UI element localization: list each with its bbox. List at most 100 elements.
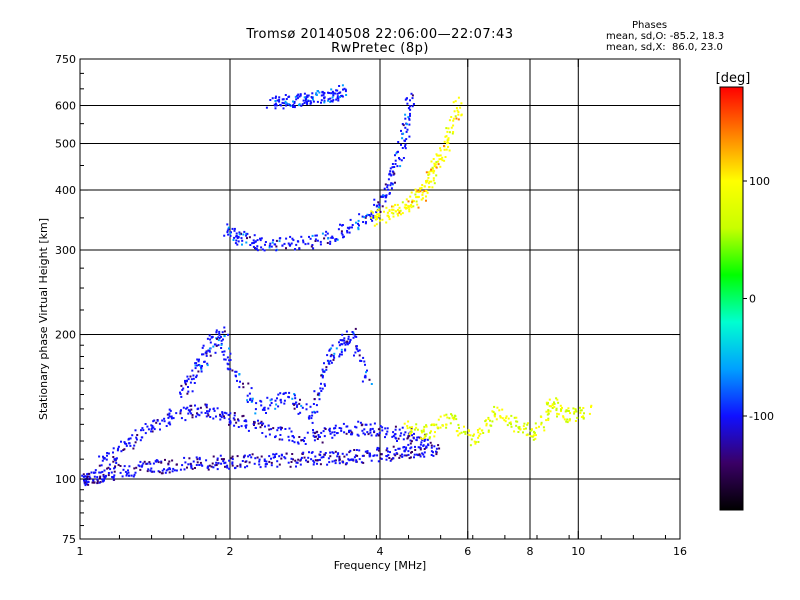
data-point (123, 441, 126, 444)
data-point (334, 92, 337, 95)
data-point (493, 415, 496, 418)
data-point (416, 428, 419, 431)
data-point (275, 245, 278, 248)
data-point (419, 437, 422, 440)
data-point (100, 464, 103, 467)
data-point (253, 462, 256, 465)
data-point (309, 237, 312, 240)
data-point (302, 99, 305, 102)
x-tick-label: 16 (673, 545, 687, 558)
data-point (370, 213, 373, 216)
data-point (428, 436, 431, 439)
data-point (403, 446, 406, 448)
data-point (146, 425, 149, 428)
data-point (117, 463, 120, 466)
data-point (420, 441, 423, 444)
data-point (218, 330, 221, 333)
data-point (134, 471, 137, 474)
data-point (413, 453, 416, 456)
data-point (130, 474, 133, 477)
data-point (458, 426, 460, 429)
data-point (329, 455, 332, 458)
data-point (315, 94, 318, 96)
data-point (311, 234, 314, 237)
data-point (351, 331, 354, 333)
data-point (237, 418, 239, 421)
data-point (366, 452, 369, 454)
data-point (293, 100, 296, 103)
data-point (323, 92, 326, 95)
data-point (295, 98, 298, 101)
data-point (341, 461, 344, 463)
data-point (209, 338, 212, 341)
data-point (234, 467, 236, 470)
data-point (404, 143, 407, 146)
data-point (376, 448, 378, 451)
phases-title: Phases (632, 20, 668, 31)
data-point (358, 449, 361, 452)
data-point (352, 333, 355, 336)
data-point (356, 454, 359, 457)
data-point (547, 412, 550, 415)
data-point (419, 443, 422, 446)
data-point (323, 362, 325, 365)
data-point (301, 103, 304, 106)
data-point (386, 184, 389, 187)
data-point (298, 402, 301, 405)
data-point (309, 100, 312, 103)
data-point (252, 242, 255, 244)
data-point (115, 457, 118, 460)
data-point (424, 435, 427, 438)
data-point (546, 403, 549, 405)
data-point (247, 382, 250, 385)
data-point (229, 232, 232, 235)
data-point (496, 406, 499, 409)
data-point (423, 440, 426, 442)
data-point (381, 195, 384, 198)
data-point (183, 468, 186, 471)
data-point (275, 95, 277, 98)
data-point (287, 96, 290, 98)
data-point (240, 425, 243, 428)
chart-title: Tromsø 20140508 22:06:00—22:07:43 (246, 27, 514, 42)
data-point (259, 237, 261, 240)
data-point (235, 375, 237, 378)
data-point (307, 456, 310, 459)
data-point (325, 230, 328, 233)
data-point (217, 462, 220, 465)
data-point (112, 460, 115, 463)
data-point (248, 236, 251, 239)
data-point (326, 242, 329, 244)
data-point (395, 452, 398, 455)
data-point (447, 127, 450, 130)
data-point (223, 234, 226, 237)
data-point (507, 417, 510, 420)
data-point (226, 223, 229, 226)
data-point (409, 195, 412, 198)
data-point (375, 434, 378, 437)
data-point (172, 417, 175, 420)
data-point (195, 456, 198, 459)
data-point (376, 433, 379, 435)
data-point (485, 422, 488, 425)
data-point (417, 436, 420, 439)
data-point (331, 100, 334, 103)
data-point (409, 205, 412, 208)
data-point (256, 239, 259, 242)
data-point (339, 353, 341, 356)
data-point (132, 475, 135, 478)
data-point (170, 415, 173, 418)
data-point (495, 418, 498, 421)
data-point (307, 94, 310, 97)
data-point (238, 386, 241, 389)
data-point (206, 337, 209, 340)
data-point (560, 408, 563, 411)
data-point (311, 411, 314, 414)
data-point (199, 461, 202, 464)
data-point (394, 203, 397, 206)
data-point (409, 439, 412, 442)
data-point (295, 243, 298, 246)
data-point (553, 405, 556, 408)
data-point (230, 457, 233, 460)
data-point (340, 230, 343, 233)
